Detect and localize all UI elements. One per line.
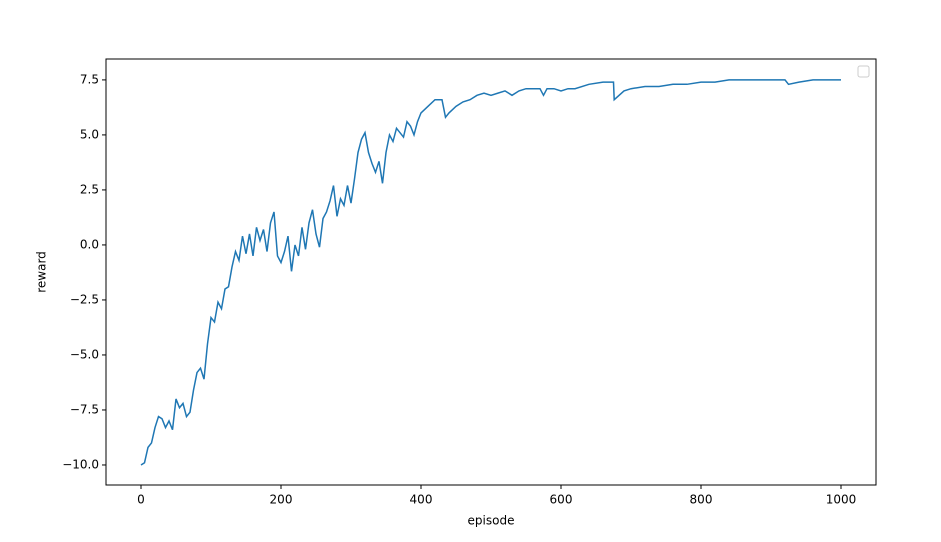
y-axis-label: reward: [35, 251, 49, 293]
plot-frame: [105, 58, 877, 486]
x-tick-label: 400: [410, 493, 433, 507]
y-tick-label: −2.5: [70, 292, 99, 306]
y-tick-label: −10.0: [62, 457, 99, 471]
y-tick-label: 7.5: [80, 72, 99, 86]
y-tick-label: 2.5: [80, 182, 99, 196]
y-tick-label: −5.0: [70, 347, 99, 361]
x-tick-label: 600: [550, 493, 573, 507]
x-tick-label: 0: [137, 493, 145, 507]
y-tick-label: 5.0: [80, 127, 99, 141]
data-line: [140, 79, 841, 466]
x-tick-label: 800: [690, 493, 713, 507]
legend-box: [857, 65, 870, 78]
y-tick-label: 0.0: [80, 237, 99, 251]
x-tick-label: 200: [270, 493, 293, 507]
x-tick-label: 1000: [826, 493, 857, 507]
y-tick-label: −7.5: [70, 402, 99, 416]
x-axis-label: episode: [468, 514, 515, 528]
